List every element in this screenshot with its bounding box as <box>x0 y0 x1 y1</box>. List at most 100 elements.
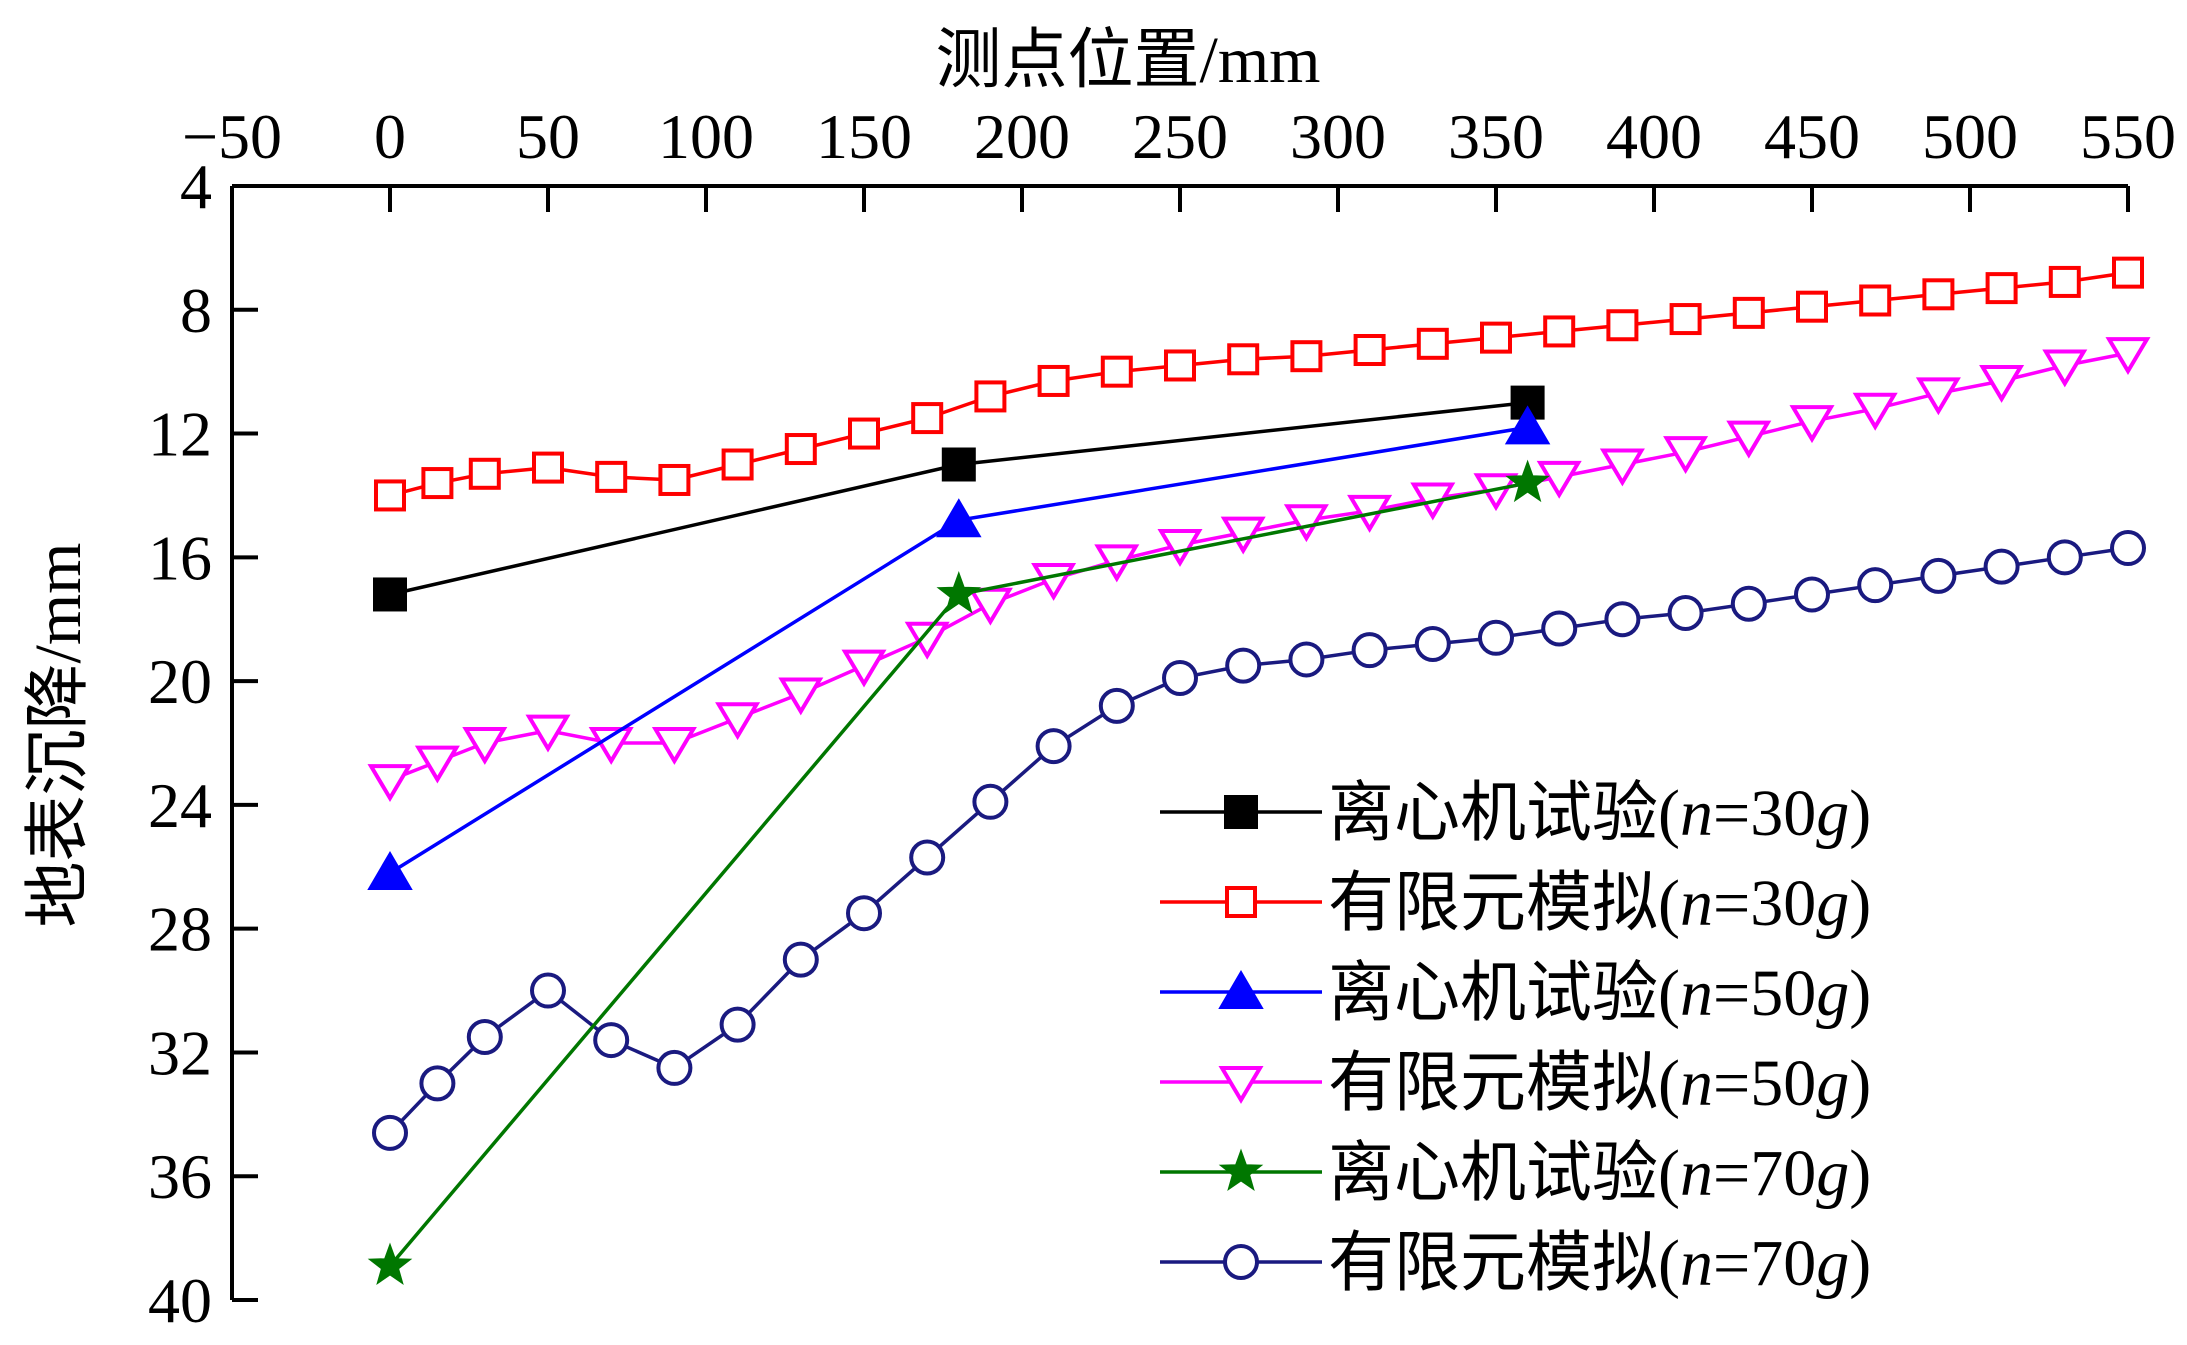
data-point <box>367 1242 413 1285</box>
data-point <box>1794 576 1830 613</box>
data-point <box>2105 337 2151 376</box>
data-point <box>373 577 407 612</box>
data-point <box>525 714 571 753</box>
x-axis: −50 0 50 100 150 200 250 300 350 400 450 500 550 <box>182 101 2176 212</box>
data-point <box>1726 420 1772 459</box>
legend-marker <box>1225 886 1257 918</box>
data-point <box>1669 303 1702 336</box>
data-point <box>595 460 628 493</box>
data-point <box>2110 530 2146 567</box>
data-point <box>530 972 566 1009</box>
data-point <box>462 727 508 765</box>
x-tick-label: 250 <box>1132 101 1228 172</box>
series-6 <box>372 530 2146 1151</box>
data-point <box>1505 459 1550 503</box>
data-point <box>909 839 946 876</box>
data-point <box>1288 641 1325 678</box>
data-point <box>1162 660 1198 697</box>
x-tick-label: 0 <box>374 101 406 172</box>
legend-item: 有限元模拟(n=50g) <box>1160 1047 1871 1120</box>
data-point <box>1035 728 1072 765</box>
data-point <box>1031 562 1077 601</box>
x-tick-label: 400 <box>1606 101 1702 172</box>
data-point <box>1478 619 1514 656</box>
data-point <box>367 764 413 803</box>
y-tick-label: 24 <box>148 770 212 841</box>
data-point <box>721 448 754 481</box>
data-point <box>1353 334 1386 367</box>
data-point <box>1915 377 1961 416</box>
data-point <box>936 498 982 538</box>
data-point <box>1730 585 1767 622</box>
series-5 <box>367 459 1550 1285</box>
data-point <box>658 463 691 496</box>
data-point <box>1098 687 1135 724</box>
x-tick-label: 300 <box>1290 101 1386 172</box>
legend-marker <box>1223 1244 1259 1280</box>
data-point <box>1480 321 1512 354</box>
legend-item: 有限元模拟(n=30g) <box>1160 867 1871 940</box>
legend-marker <box>1218 970 1264 1009</box>
data-point <box>1606 309 1639 342</box>
legend: 离心机试验(n=30g) 有限元模拟(n=30g) 离心机试验(n=50g) 有限元模… <box>1160 777 1871 1300</box>
data-point <box>532 451 564 484</box>
data-point <box>967 587 1013 626</box>
legend-item: 离心机试验(n=70g) <box>1160 1137 1871 1210</box>
series-2 <box>374 256 2144 512</box>
data-point <box>1536 460 1582 499</box>
data-point <box>367 850 413 890</box>
data-point <box>784 433 817 466</box>
data-point <box>1541 610 1578 647</box>
data-point <box>1857 567 1894 604</box>
y-axis-title: 地表沉降/mm <box>22 542 95 927</box>
x-tick-label: 50 <box>516 101 580 172</box>
series-3 <box>367 405 1551 890</box>
data-point <box>974 380 1007 413</box>
x-tick-label: 200 <box>974 101 1070 172</box>
y-tick-label: 8 <box>180 275 212 346</box>
data-point <box>2112 256 2144 289</box>
x-tick-label: −50 <box>182 101 282 172</box>
series-1 <box>373 385 1545 612</box>
legend-label: 有限元模拟(n=50g) <box>1328 1047 1871 1120</box>
legend-item: 离心机试验(n=50g) <box>1160 957 1871 1030</box>
data-point <box>1604 601 1641 638</box>
data-point <box>656 1049 693 1086</box>
y-tick-label: 28 <box>148 894 212 965</box>
x-tick-label: 450 <box>1764 101 1860 172</box>
data-point <box>1283 504 1329 543</box>
data-point <box>719 1006 756 1043</box>
data-point <box>841 649 887 688</box>
data-point <box>846 895 882 932</box>
data-point <box>1789 405 1835 444</box>
data-point <box>414 745 460 784</box>
legend-label: 有限元模拟(n=70g) <box>1328 1227 1871 1300</box>
data-point <box>936 571 982 614</box>
data-point <box>1351 632 1388 669</box>
x-tick-label: 350 <box>1448 101 1544 172</box>
data-point <box>468 457 501 490</box>
data-point <box>1164 349 1196 382</box>
data-point <box>972 783 1009 820</box>
x-axis-title: 测点位置/mm <box>935 24 1320 97</box>
data-point <box>466 1018 503 1055</box>
data-point <box>1983 548 2020 585</box>
data-point <box>2048 265 2081 298</box>
y-axis: 4 8 12 16 20 24 28 32 36 40 <box>148 151 258 1336</box>
legend-marker <box>1218 1066 1264 1104</box>
series-layer <box>367 256 2151 1285</box>
data-point <box>1037 364 1070 397</box>
data-point <box>941 447 976 482</box>
y-tick-label: 20 <box>148 646 212 717</box>
y-tick-label: 4 <box>180 151 212 222</box>
data-point <box>1100 355 1133 388</box>
data-point <box>1920 557 1957 594</box>
data-point <box>593 1022 630 1059</box>
legend-marker <box>1224 795 1258 829</box>
data-point <box>1157 528 1203 567</box>
data-point <box>904 621 950 660</box>
data-point <box>848 417 880 450</box>
data-point <box>419 1065 456 1102</box>
x-tick-label: 500 <box>1922 101 2018 172</box>
data-point <box>1290 340 1323 373</box>
